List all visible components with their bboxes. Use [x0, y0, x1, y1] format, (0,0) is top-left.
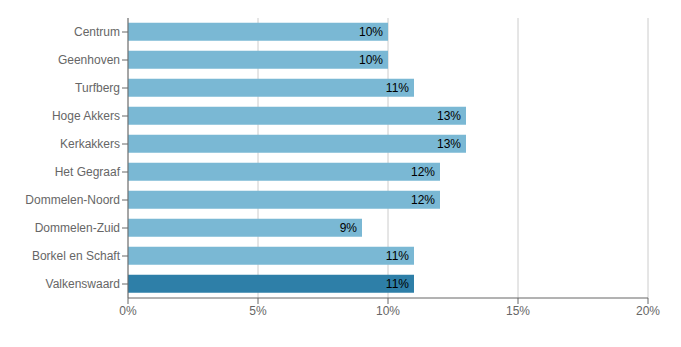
svg-text:0%: 0% — [119, 304, 137, 318]
svg-text:5%: 5% — [249, 304, 267, 318]
svg-text:10%: 10% — [359, 25, 383, 39]
svg-text:15%: 15% — [506, 304, 530, 318]
svg-text:10%: 10% — [359, 53, 383, 67]
svg-text:11%: 11% — [386, 277, 409, 291]
svg-text:11%: 11% — [386, 249, 409, 263]
svg-text:11%: 11% — [386, 81, 409, 95]
svg-text:Het Gegraaf: Het Gegraaf — [55, 165, 121, 179]
svg-text:12%: 12% — [411, 193, 435, 207]
svg-text:Geenhoven: Geenhoven — [58, 53, 120, 67]
svg-text:13%: 13% — [437, 137, 461, 151]
svg-text:12%: 12% — [411, 165, 435, 179]
svg-text:Dommelen-Zuid: Dommelen-Zuid — [35, 221, 120, 235]
svg-text:13%: 13% — [437, 109, 461, 123]
svg-text:9%: 9% — [340, 221, 358, 235]
svg-text:20%: 20% — [636, 304, 660, 318]
svg-text:Turfberg: Turfberg — [75, 81, 120, 95]
svg-text:Hoge Akkers: Hoge Akkers — [52, 109, 120, 123]
svg-text:Kerkakkers: Kerkakkers — [60, 137, 120, 151]
svg-text:Centrum: Centrum — [74, 25, 120, 39]
svg-text:Borkel en Schaft: Borkel en Schaft — [32, 249, 121, 263]
svg-text:Dommelen-Noord: Dommelen-Noord — [25, 193, 120, 207]
svg-text:Valkenswaard: Valkenswaard — [46, 277, 120, 291]
svg-text:10%: 10% — [376, 304, 400, 318]
